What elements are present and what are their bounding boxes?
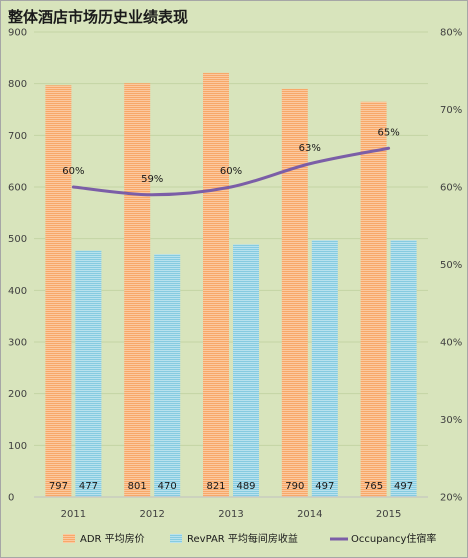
occupancy-value-label: 59% — [141, 174, 163, 185]
x-tick-label: 2013 — [218, 509, 243, 520]
y-right-tick-label: 50% — [440, 260, 462, 271]
x-tick-label: 2011 — [61, 509, 86, 520]
bars — [45, 72, 417, 498]
bar-revpar-value-label: 497 — [315, 481, 334, 492]
bar-adr-value-label: 821 — [206, 481, 225, 492]
bar-revpar — [390, 240, 417, 497]
legend-swatch-revpar — [170, 534, 182, 543]
bar-adr — [124, 83, 151, 498]
bar-adr-value-label: 801 — [128, 481, 147, 492]
occupancy-line-group — [71, 146, 391, 197]
y-left-tick-label: 400 — [8, 286, 27, 297]
bar-adr — [281, 88, 308, 497]
y-right-tick-label: 30% — [440, 415, 462, 426]
bar-adr — [45, 85, 72, 497]
y-left-tick-label: 900 — [8, 28, 27, 39]
y-left-tick-label: 200 — [8, 389, 27, 400]
bar-adr-value-label: 797 — [49, 481, 68, 492]
occupancy-value-label: 65% — [377, 127, 399, 138]
bar-adr-value-label: 790 — [285, 481, 304, 492]
x-tick-label: 2015 — [376, 509, 401, 520]
legend-swatch-adr — [63, 534, 75, 543]
y-left-tick-label: 0 — [8, 493, 14, 504]
y-left-tick-label: 700 — [8, 131, 27, 142]
y-left-tick-label: 600 — [8, 183, 27, 194]
bar-adr — [360, 101, 387, 497]
bar-revpar — [233, 244, 259, 497]
y-right-tick-label: 60% — [440, 183, 462, 194]
y-left-tick-label: 500 — [8, 234, 27, 245]
occupancy-value-label: 60% — [220, 166, 242, 177]
bar-adr-value-label: 765 — [364, 481, 383, 492]
y-right-tick-label: 40% — [440, 338, 462, 349]
legend-label-occupancy: Occupancy住宿率 — [351, 532, 436, 545]
bar-revpar-value-label: 497 — [394, 481, 413, 492]
bar-revpar-value-label: 477 — [79, 481, 98, 492]
legend: ADR 平均房价 RevPAR 平均每间房收益 Occupancy住宿率 — [63, 532, 436, 545]
legend-label-revpar: RevPAR 平均每间房收益 — [187, 532, 298, 545]
bar-adr — [203, 72, 229, 498]
bar-revpar-value-label: 489 — [236, 481, 255, 492]
x-tick-label: 2014 — [297, 509, 322, 520]
legend-label-adr: ADR 平均房价 — [80, 532, 145, 545]
occupancy-value-label: 60% — [62, 166, 84, 177]
y-right-tick-label: 80% — [440, 28, 462, 39]
bar-revpar — [154, 254, 181, 497]
occupancy-value-label: 63% — [299, 143, 321, 154]
chart-title: 整体酒店市场历史业绩表现 — [8, 8, 189, 26]
x-tick-label: 2012 — [139, 509, 164, 520]
y-left-tick-label: 300 — [8, 338, 27, 349]
y-left-tick-label: 100 — [8, 441, 27, 452]
y-right-tick-label: 20% — [440, 493, 462, 504]
axes: 0 100 200 300 400 500 600 700 800 900 20% 30% 40% 50%… — [8, 28, 462, 521]
y-left-tick-label: 800 — [8, 79, 27, 90]
y-right-tick-label: 70% — [440, 105, 462, 116]
data-labels: 797 477 801 470 821 489 790 497 765 497 60% 59% 60% 6… — [49, 127, 413, 492]
bar-revpar — [311, 240, 338, 497]
bar-revpar-value-label: 470 — [158, 481, 177, 492]
bar-revpar — [75, 250, 102, 497]
